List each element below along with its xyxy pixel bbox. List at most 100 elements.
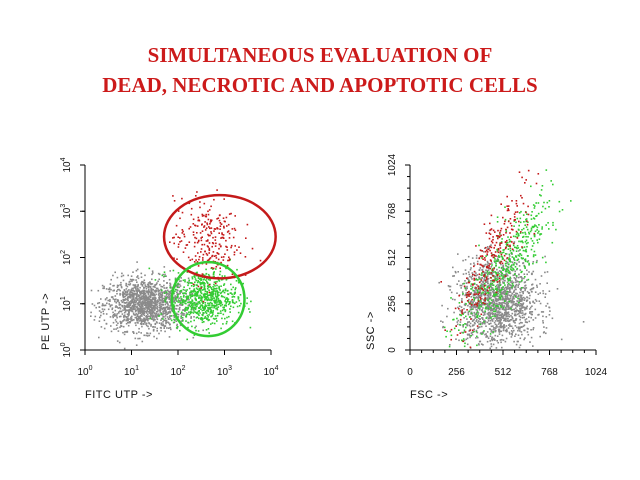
event-dot-green [217, 295, 219, 297]
event-dot-green [229, 292, 232, 294]
event-dot-green [489, 302, 492, 305]
event-dot-gray [138, 327, 140, 330]
event-dot-green [513, 268, 515, 271]
event-dot-gray [161, 293, 163, 296]
event-dot-gray [514, 322, 516, 324]
event-dot-red [495, 291, 498, 294]
event-dot-red [216, 227, 219, 230]
event-dot-gray [484, 333, 486, 336]
event-dot-green [508, 253, 511, 256]
event-dot-green [523, 246, 526, 248]
event-dot-gray [149, 296, 152, 299]
event-dot-green [546, 201, 549, 204]
event-dot-green [519, 253, 522, 255]
event-dot-gray [176, 291, 178, 294]
event-dot-green [534, 230, 537, 233]
y-tick-label: 512 [387, 249, 398, 266]
event-dot-green [180, 302, 182, 304]
event-dot-red [196, 191, 198, 193]
event-dot-green [446, 330, 448, 332]
event-dot-gray [482, 307, 484, 309]
event-dot-gray [135, 269, 138, 272]
event-dot-red [186, 244, 189, 246]
event-dot-green [203, 274, 206, 277]
event-dot-green [196, 284, 198, 287]
event-dot-gray [124, 310, 127, 313]
event-dot-gray [139, 308, 141, 311]
event-dot-green [499, 297, 502, 300]
event-dot-green [215, 290, 217, 293]
event-dot-green [522, 257, 524, 260]
event-dot-red [208, 252, 210, 254]
event-dot-red [185, 244, 188, 246]
event-dot-gray [455, 271, 457, 274]
event-dot-gray [145, 299, 147, 302]
event-dot-green [189, 282, 192, 284]
event-dot-green [522, 241, 524, 244]
event-dot-green [203, 284, 206, 287]
event-dot-red [459, 332, 462, 334]
event-dot-gray [477, 327, 479, 329]
event-dot-red [219, 222, 222, 224]
event-dot-gray [507, 306, 509, 308]
event-dot-red [500, 260, 503, 263]
event-dot-gray [150, 325, 152, 327]
event-dot-green [228, 315, 230, 318]
event-dot-gray [505, 308, 508, 310]
event-dot-gray [478, 269, 481, 271]
event-dot-green [185, 315, 188, 317]
event-dot-gray [480, 284, 483, 287]
event-dot-gray [503, 288, 506, 290]
event-dot-red [230, 246, 232, 249]
event-dot-gray [101, 303, 104, 305]
event-dot-gray [513, 340, 515, 343]
event-dot-gray [140, 293, 142, 295]
event-dot-green [481, 302, 483, 304]
event-dot-gray [120, 285, 123, 288]
event-dot-red [198, 219, 201, 222]
event-dot-gray [469, 328, 472, 331]
event-dot-gray [507, 283, 509, 286]
event-dot-gray [148, 303, 150, 305]
event-dot-gray [134, 314, 137, 316]
event-dot-green [225, 267, 227, 270]
event-dot-green [518, 240, 520, 243]
event-dot-green [202, 281, 204, 283]
event-dot-green [528, 262, 530, 265]
event-dot-gray [532, 301, 534, 303]
event-dot-green [463, 345, 466, 348]
event-dot-gray [127, 318, 130, 320]
event-dot-gray [141, 325, 143, 328]
event-dot-gray [148, 318, 150, 320]
event-dot-gray [169, 314, 171, 317]
event-dot-gray [498, 287, 500, 290]
event-dot-gray [530, 316, 532, 319]
event-dot-green [536, 214, 538, 217]
event-dot-green [543, 201, 545, 204]
event-dot-gray [505, 286, 508, 289]
event-dot-green [191, 299, 193, 301]
event-dot-gray [481, 323, 484, 325]
event-dot-green [511, 256, 514, 258]
event-dot-red [230, 212, 232, 215]
event-dot-red [521, 197, 523, 199]
event-dot-red [526, 220, 528, 222]
event-dot-green [533, 235, 536, 237]
event-dot-gray [509, 277, 512, 280]
event-dot-gray [140, 313, 143, 316]
event-dot-green [202, 288, 205, 291]
event-dot-gray [500, 273, 502, 276]
event-dot-gray [487, 269, 490, 271]
event-dot-red [227, 223, 230, 226]
event-dot-red [490, 228, 493, 230]
event-dot-green [217, 312, 219, 315]
event-dot-gray [163, 287, 166, 289]
event-dot-green [496, 260, 499, 262]
event-dot-gray [167, 293, 169, 295]
event-dot-green [525, 250, 528, 253]
event-dot-gray [487, 262, 489, 264]
event-dot-green [525, 226, 528, 228]
event-dot-green [177, 310, 180, 313]
event-dot-gray [479, 321, 482, 323]
event-dot-gray [452, 266, 454, 269]
